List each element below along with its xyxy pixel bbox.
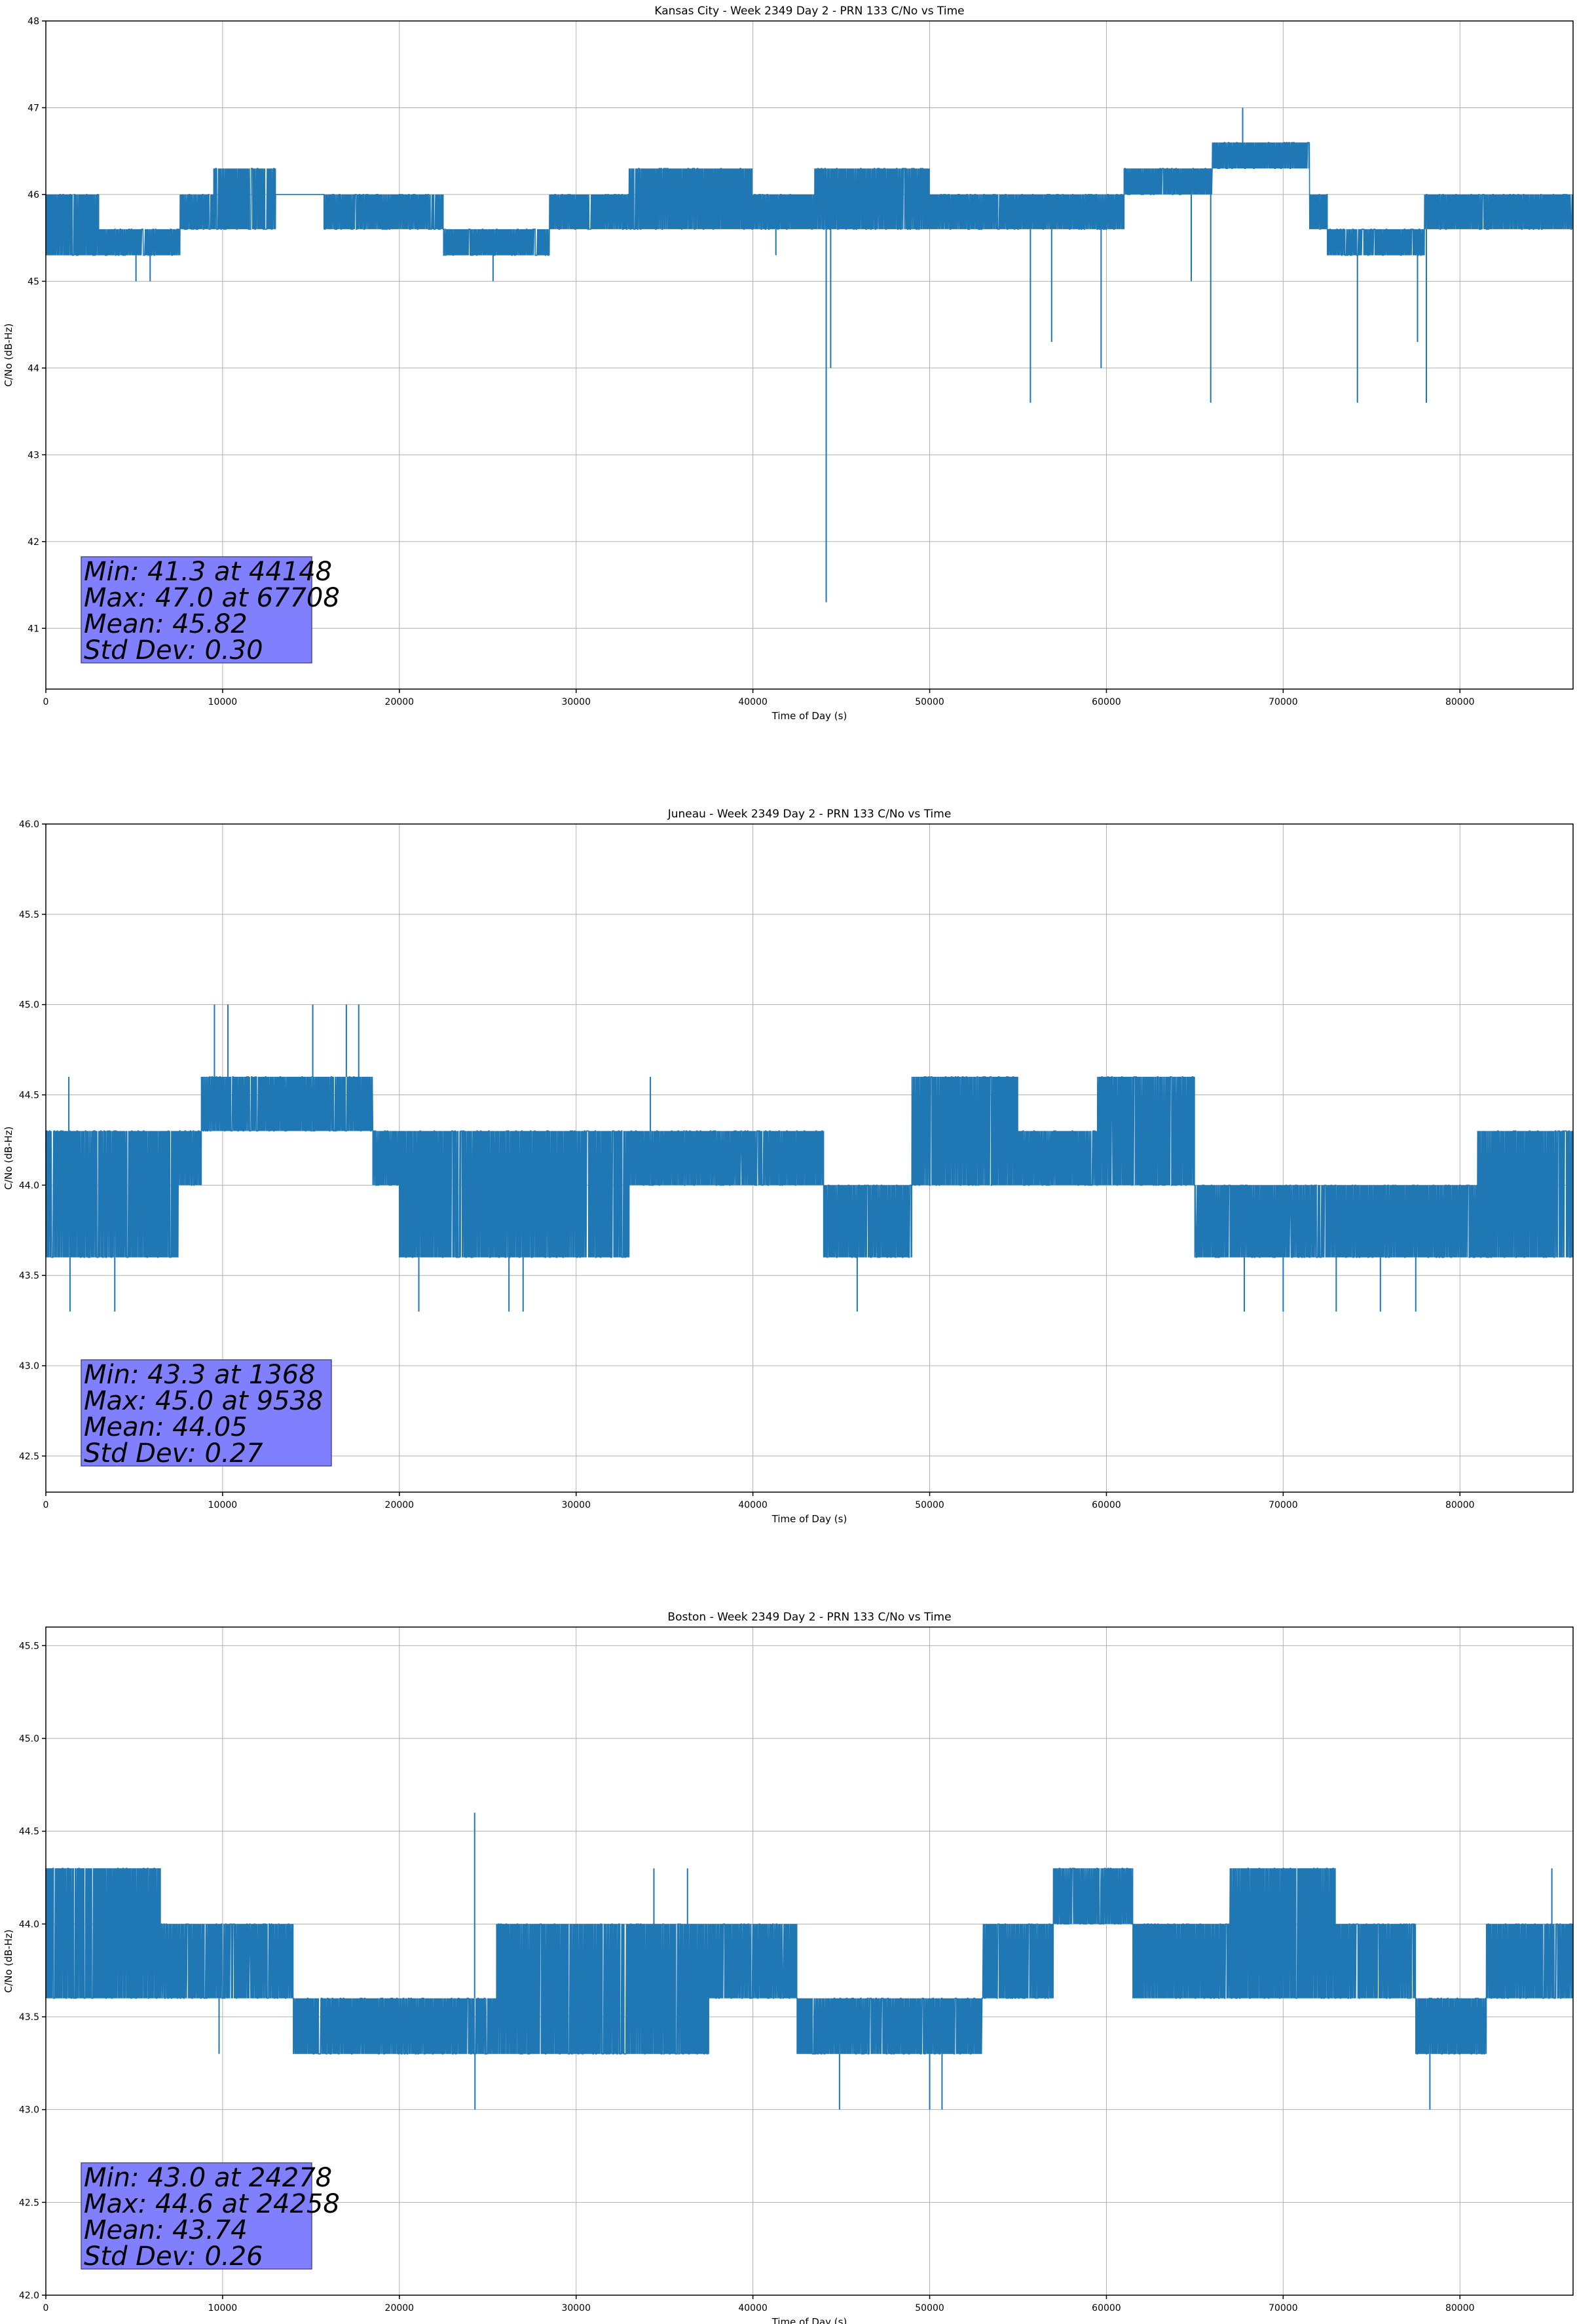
y-tick-label: 43.0: [19, 1361, 39, 1372]
x-tick-label: 0: [43, 697, 49, 707]
x-tick-label: 50000: [915, 697, 944, 707]
x-axis-label: Time of Day (s): [771, 1513, 847, 1525]
y-tick-label: 47: [28, 103, 39, 113]
x-axis-label: Time of Day (s): [771, 2316, 847, 2324]
y-tick-label: 43.5: [19, 1271, 39, 1281]
y-tick-label: 46.0: [19, 819, 39, 830]
x-tick-label: 80000: [1445, 2303, 1475, 2314]
cno-series-line: [45, 1076, 1574, 1258]
x-tick-label: 80000: [1445, 697, 1475, 707]
y-tick-label: 45.0: [19, 1734, 39, 1744]
plot-frame: [45, 1626, 1574, 2296]
y-tick-label: 42.5: [19, 2198, 39, 2208]
x-axis-label: Time of Day (s): [771, 710, 847, 722]
x-tick-label: 20000: [385, 2303, 415, 2314]
y-tick-label: 42: [28, 537, 39, 548]
x-tick-label: 40000: [738, 1500, 768, 1510]
x-tick-label: 40000: [738, 697, 768, 707]
stats-line: Std Dev: 0.27: [84, 1438, 263, 1469]
stats-line: Min: 41.3 at 44148: [84, 557, 332, 587]
x-tick-label: 10000: [208, 1500, 238, 1510]
x-tick-label: 70000: [1269, 2303, 1298, 2314]
x-tick-label: 50000: [915, 2303, 944, 2314]
y-tick-label: 42.5: [19, 1452, 39, 1462]
stats-line: Min: 43.0 at 24278: [84, 2163, 332, 2193]
x-tick-label: 80000: [1445, 1500, 1475, 1510]
y-tick-label: 45.5: [19, 1641, 39, 1651]
x-tick-label: 70000: [1269, 1500, 1298, 1510]
x-tick-label: 50000: [915, 1500, 944, 1510]
y-tick-label: 45.0: [19, 1000, 39, 1011]
stats-line: Max: 45.0 at 9538: [84, 1386, 323, 1416]
x-tick-label: 60000: [1092, 697, 1121, 707]
x-tick-label: 40000: [738, 2303, 768, 2314]
chart-panel-3: 0 10000 20000 30000 40000 50000 60000 70000 8000…: [3, 1611, 1574, 2324]
stats-line: Max: 47.0 at 67708: [84, 583, 340, 613]
y-tick-label: 43: [28, 450, 39, 460]
y-tick-label: 44.0: [19, 1919, 39, 1930]
cno-series-line: [45, 1867, 1574, 2055]
y-tick-label: 41: [28, 624, 39, 634]
y-tick-label: 44: [28, 364, 39, 374]
stats-line: Min: 43.3 at 1368: [84, 1360, 316, 1390]
stats-line: Std Dev: 0.26: [84, 2241, 263, 2272]
chart-title: Kansas City - Week 2349 Day 2 - PRN 133 …: [654, 5, 964, 18]
stats-box: [81, 1359, 332, 1467]
y-tick-label: 45.5: [19, 910, 39, 920]
y-tick-label: 43.5: [19, 2012, 39, 2023]
stats-line: Mean: 44.05: [84, 1412, 248, 1442]
y-tick-label: 42.0: [19, 2291, 39, 2301]
chart-title: Boston - Week 2349 Day 2 - PRN 133 C/No …: [667, 1611, 951, 1624]
stats-box: [81, 2162, 312, 2270]
cno-series-line: [45, 141, 1574, 256]
plot-frame: [45, 20, 1574, 690]
x-tick-label: 30000: [561, 1500, 591, 1510]
stats-line: Mean: 45.82: [84, 609, 248, 639]
stats-line: Mean: 43.74: [84, 2215, 248, 2245]
x-tick-label: 30000: [561, 697, 591, 707]
y-tick-label: 44.5: [19, 1827, 39, 1837]
x-tick-label: 10000: [208, 697, 238, 707]
x-tick-label: 70000: [1269, 697, 1298, 707]
y-tick-label: 43.0: [19, 2105, 39, 2116]
plot-frame: [45, 823, 1574, 1493]
x-tick-label: 60000: [1092, 1500, 1121, 1510]
y-axis-label: C/No (dB-Hz): [3, 324, 14, 387]
y-tick-label: 46: [28, 190, 39, 200]
y-axis-label: C/No (dB-Hz): [3, 1127, 14, 1190]
y-tick-label: 45: [28, 276, 39, 287]
chart-title: Juneau - Week 2349 Day 2 - PRN 133 C/No …: [667, 808, 952, 821]
y-axis-label: C/No (dB-Hz): [3, 1930, 14, 1993]
x-tick-label: 10000: [208, 2303, 238, 2314]
x-tick-label: 60000: [1092, 2303, 1121, 2314]
x-tick-label: 20000: [385, 1500, 415, 1510]
stats-line: Max: 44.6 at 24258: [84, 2189, 340, 2219]
x-tick-label: 20000: [385, 697, 415, 707]
x-tick-label: 30000: [561, 2303, 591, 2314]
stats-line: Std Dev: 0.30: [84, 635, 263, 665]
x-tick-label: 0: [43, 2303, 49, 2314]
chart-panel-1: 0 10000 20000 30000 40000 50000 60000 70000 8000…: [3, 5, 1574, 722]
y-tick-label: 48: [28, 16, 39, 27]
chart-panel-2: 0 10000 20000 30000 40000 50000 60000 70000 8000…: [3, 808, 1574, 1525]
y-tick-label: 44.0: [19, 1180, 39, 1191]
stats-box: [81, 556, 312, 664]
x-tick-label: 0: [43, 1500, 49, 1510]
y-tick-label: 44.5: [19, 1091, 39, 1101]
